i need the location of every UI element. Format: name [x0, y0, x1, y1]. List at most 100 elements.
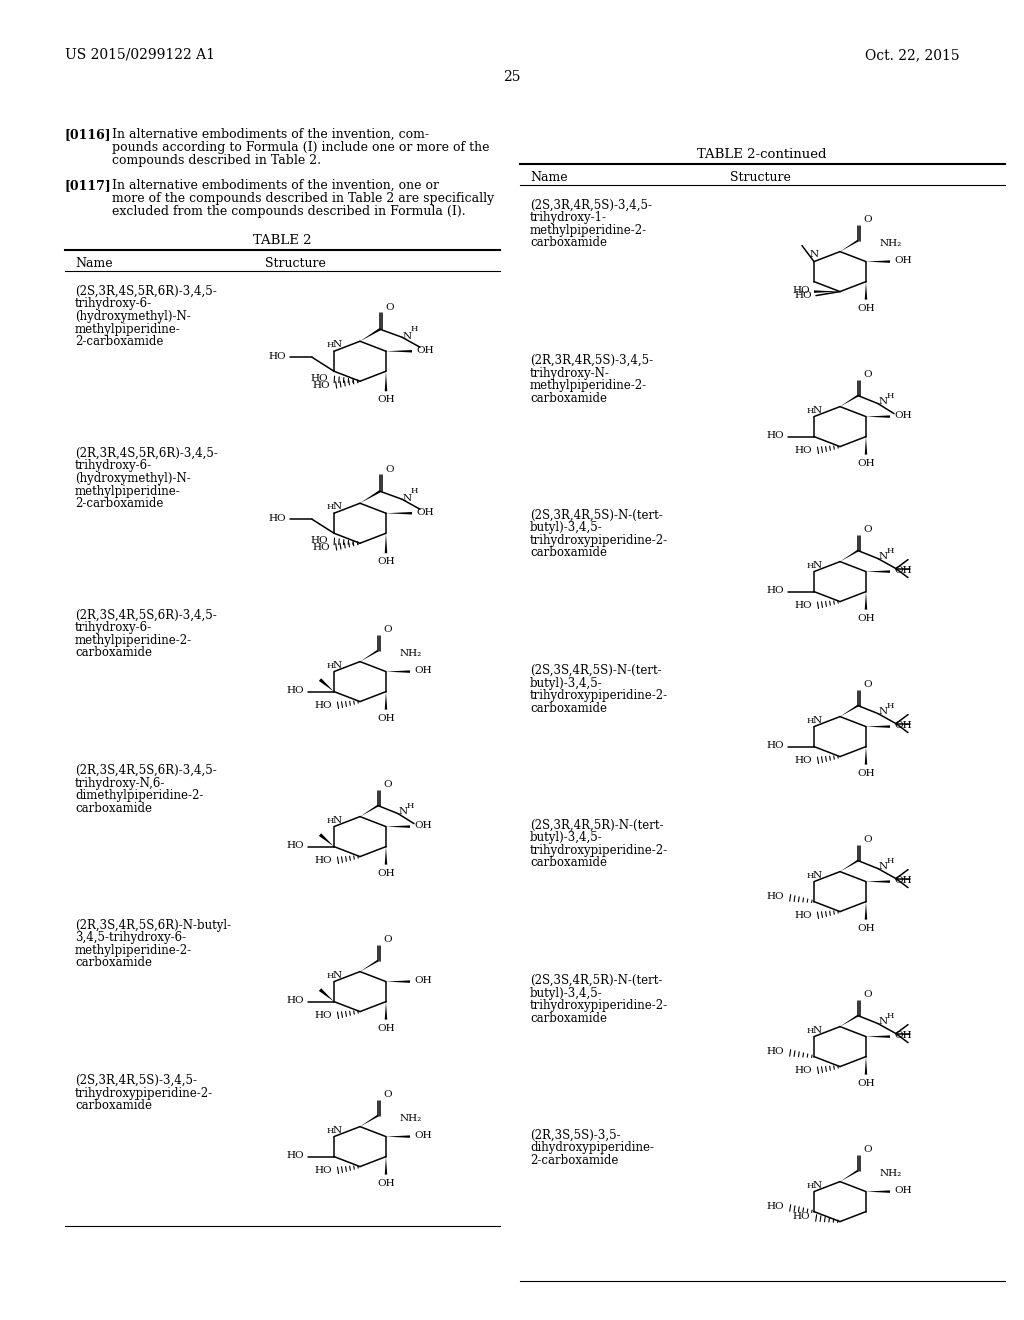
Text: trihydroxypiperidine-2-: trihydroxypiperidine-2- [530, 689, 668, 702]
Text: (2S,3R,4S,5R,6R)-3,4,5-: (2S,3R,4S,5R,6R)-3,4,5- [75, 285, 217, 298]
Text: H: H [411, 487, 419, 495]
Text: H: H [806, 717, 814, 725]
Text: trihydroxypiperidine-2-: trihydroxypiperidine-2- [530, 843, 668, 857]
Text: H: H [887, 702, 894, 710]
Text: OH: OH [377, 869, 395, 878]
Polygon shape [840, 395, 858, 407]
Text: dimethylpiperidine-2-: dimethylpiperidine-2- [75, 789, 204, 803]
Text: OH: OH [857, 458, 874, 467]
Text: HO: HO [310, 536, 328, 545]
Text: carboxamide: carboxamide [75, 801, 152, 814]
Text: HO: HO [793, 286, 810, 296]
Text: OH: OH [377, 1023, 395, 1032]
Text: HO: HO [795, 292, 812, 300]
Text: N: N [812, 715, 821, 725]
Text: (2R,3S,4R,5S,6R)-3,4,5-: (2R,3S,4R,5S,6R)-3,4,5- [75, 764, 217, 777]
Text: OH: OH [377, 1179, 395, 1188]
Text: NH₂: NH₂ [400, 649, 422, 659]
Text: more of the compounds described in Table 2 are specifically: more of the compounds described in Table… [112, 191, 495, 205]
Text: (2R,3S,5S)-3,5-: (2R,3S,5S)-3,5- [530, 1129, 621, 1142]
Text: (hydroxymethyl)-N-: (hydroxymethyl)-N- [75, 473, 190, 484]
Text: HO: HO [766, 586, 784, 595]
Text: 2-carboxamide: 2-carboxamide [530, 1154, 618, 1167]
Text: methylpiperidine-: methylpiperidine- [75, 322, 181, 335]
Text: N: N [333, 660, 342, 669]
Text: OH: OH [416, 346, 433, 355]
Polygon shape [386, 825, 410, 828]
Text: O: O [385, 465, 393, 474]
Polygon shape [866, 570, 890, 573]
Text: N: N [812, 1026, 821, 1035]
Polygon shape [385, 846, 387, 865]
Polygon shape [864, 747, 867, 764]
Text: N: N [333, 816, 342, 825]
Text: trihydroxypiperidine-2-: trihydroxypiperidine-2- [530, 535, 668, 546]
Text: N: N [812, 1180, 821, 1189]
Polygon shape [386, 512, 412, 515]
Polygon shape [864, 591, 867, 610]
Polygon shape [864, 1056, 867, 1074]
Text: N: N [403, 494, 412, 503]
Text: HO: HO [795, 446, 812, 455]
Text: H: H [887, 1011, 894, 1019]
Text: trihydroxy-N-: trihydroxy-N- [530, 367, 610, 380]
Text: HO: HO [268, 513, 286, 523]
Text: OH: OH [377, 557, 395, 566]
Text: (2R,3S,4R,5S,6R)-3,4,5-: (2R,3S,4R,5S,6R)-3,4,5- [75, 609, 217, 622]
Text: O: O [863, 990, 871, 999]
Text: H: H [806, 871, 814, 879]
Text: OH: OH [894, 411, 911, 420]
Text: Structure: Structure [265, 257, 326, 271]
Text: HO: HO [287, 997, 304, 1005]
Polygon shape [318, 989, 334, 1002]
Polygon shape [386, 1135, 410, 1138]
Polygon shape [360, 805, 379, 817]
Text: methylpiperidine-2-: methylpiperidine-2- [75, 634, 193, 647]
Text: H: H [327, 342, 334, 350]
Text: N: N [879, 708, 888, 715]
Text: O: O [385, 304, 393, 313]
Text: HO: HO [795, 756, 812, 766]
Text: carboxamide: carboxamide [530, 236, 607, 249]
Text: butyl)-3,4,5-: butyl)-3,4,5- [530, 676, 603, 689]
Text: H: H [887, 546, 894, 554]
Text: OH: OH [894, 1031, 911, 1040]
Polygon shape [385, 1156, 387, 1175]
Text: NH₂: NH₂ [880, 1170, 902, 1177]
Text: O: O [863, 215, 871, 223]
Text: HO: HO [287, 841, 304, 850]
Polygon shape [385, 371, 387, 391]
Text: OH: OH [414, 821, 431, 830]
Text: H: H [806, 561, 814, 570]
Text: O: O [383, 624, 391, 634]
Text: Name: Name [530, 172, 567, 183]
Text: methylpiperidine-2-: methylpiperidine-2- [530, 224, 647, 238]
Text: HO: HO [795, 911, 812, 920]
Polygon shape [318, 833, 334, 846]
Text: trihydroxypiperidine-2-: trihydroxypiperidine-2- [75, 1086, 213, 1100]
Text: N: N [333, 970, 342, 979]
Text: Oct. 22, 2015: Oct. 22, 2015 [865, 48, 961, 62]
Polygon shape [360, 1115, 379, 1126]
Text: OH: OH [894, 1187, 911, 1195]
Polygon shape [385, 1002, 387, 1019]
Text: HO: HO [287, 1151, 304, 1160]
Text: trihydroxy-6-: trihydroxy-6- [75, 622, 153, 635]
Text: O: O [863, 680, 871, 689]
Text: OH: OH [894, 256, 911, 265]
Text: OH: OH [894, 721, 911, 730]
Text: (2S,3R,4R,5R)-N-(tert-: (2S,3R,4R,5R)-N-(tert- [530, 818, 664, 832]
Polygon shape [866, 416, 890, 418]
Polygon shape [840, 859, 858, 871]
Polygon shape [864, 902, 867, 920]
Text: NH₂: NH₂ [400, 1114, 422, 1123]
Text: butyl)-3,4,5-: butyl)-3,4,5- [530, 832, 603, 845]
Text: HO: HO [766, 1203, 784, 1212]
Text: carboxamide: carboxamide [530, 1011, 607, 1024]
Polygon shape [318, 678, 334, 692]
Text: H: H [411, 325, 419, 333]
Text: carboxamide: carboxamide [530, 701, 607, 714]
Text: H: H [327, 972, 334, 979]
Text: OH: OH [894, 566, 911, 576]
Text: butyl)-3,4,5-: butyl)-3,4,5- [530, 986, 603, 999]
